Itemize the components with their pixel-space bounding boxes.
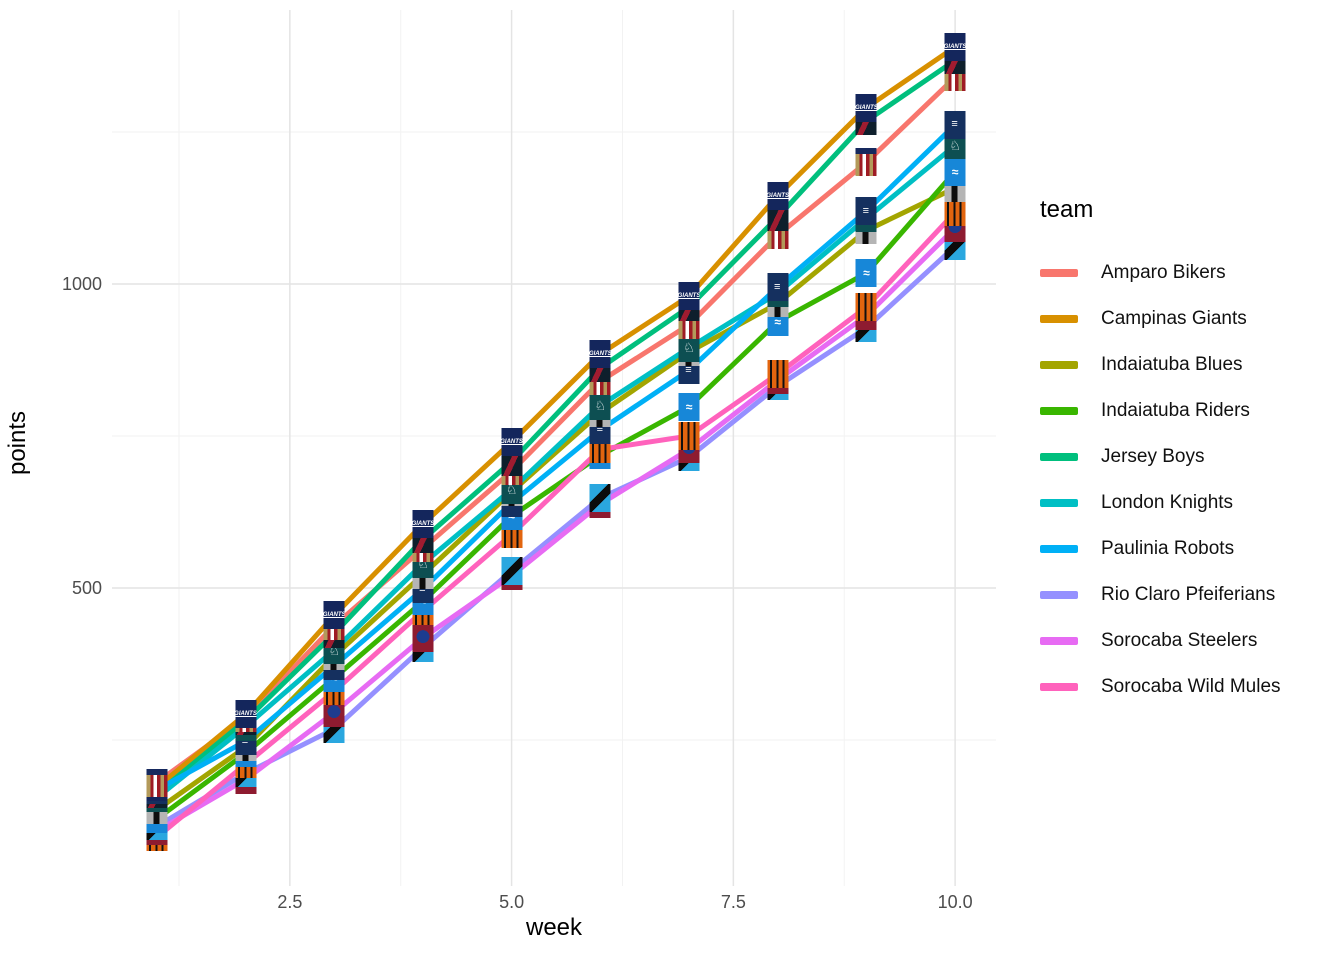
legend-item-london-knights: London Knights [1040, 480, 1281, 526]
series-line-jersey-boys [155, 58, 957, 796]
team-logo-marker-orange-tiger-stripe-logo [767, 359, 789, 388]
legend-item-sorocaba-wild-mules: Sorocaba Wild Mules [1040, 664, 1281, 710]
legend-label: Sorocaba Steelers [1101, 630, 1258, 651]
legend-color-swatch [1040, 545, 1078, 553]
team-logo-marker-navy-wordmark-logo: ≡ [767, 273, 789, 302]
team-logo-marker-crimson-helmet-logo [412, 623, 434, 652]
team-logo-marker-blue-wave-logo: ≈ [678, 392, 700, 421]
team-logo-marker-navy-wordmark-logo: ≡ [855, 197, 877, 226]
x-tick-label: 7.5 [720, 892, 746, 912]
team-logo-marker-striped-kit-logo [855, 148, 877, 177]
legend-title: team [1040, 196, 1094, 223]
team-logo-marker-navy-wordmark-logo: ≡ [944, 110, 966, 139]
y-tick-label: 1000 [61, 274, 102, 294]
legend-item-campinas-giants: Campinas Giants [1040, 296, 1281, 342]
legend-color-swatch [1040, 637, 1078, 645]
legend-entries: Amparo Bikers Campinas Giants Indaiatuba B… [1040, 250, 1281, 710]
team-logo-marker-teal-knight-logo: ♘ [589, 391, 611, 420]
legend-item-jersey-boys: Jersey Boys [1040, 434, 1281, 480]
legend-label: Jersey Boys [1101, 446, 1205, 467]
team-logo-marker-orange-tiger-stripe-logo [944, 198, 966, 227]
x-axis-title: week [525, 914, 583, 941]
legend-item-indaiatuba-blues: Indaiatuba Blues [1040, 342, 1281, 388]
team-logo-marker-orange-tiger-stripe-logo [855, 293, 877, 322]
team-logo-marker-giants-wordmark-logo: GIANTS [501, 428, 523, 457]
legend-color-swatch [1040, 453, 1078, 461]
team-logo-marker-crimson-helmet-logo [323, 698, 345, 727]
legend: team Amparo Bikers Campinas Giants Indaiat… [1040, 196, 1281, 710]
series-line-campinas-giants [155, 44, 957, 790]
team-logo-marker-giants-wordmark-logo: GIANTS [323, 601, 345, 630]
series-line-amparo-bikers [155, 75, 957, 785]
legend-item-indaiatuba-riders: Indaiatuba Riders [1040, 388, 1281, 434]
legend-label: Campinas Giants [1101, 308, 1247, 329]
legend-color-swatch [1040, 361, 1078, 369]
team-logo-marker-giants-wordmark-logo: GIANTS [589, 339, 611, 368]
series-line-sorocaba-steelers [155, 226, 957, 834]
legend-color-swatch [1040, 499, 1078, 507]
legend-label: Rio Claro Pfeiferians [1101, 584, 1276, 605]
legend-color-swatch [1040, 315, 1078, 323]
legend-color-swatch [1040, 683, 1078, 691]
legend-item-paulinia-robots: Paulinia Robots [1040, 526, 1281, 572]
y-tick-label: 500 [71, 578, 102, 598]
team-logo-marker-giants-wordmark-logo: GIANTS [944, 32, 966, 61]
series-line-london-knights [155, 143, 957, 800]
team-logo-marker-cyan-black-diagonal-logo [589, 484, 611, 513]
team-logo-marker-giants-wordmark-logo: GIANTS [678, 282, 700, 311]
legend-label: Amparo Bikers [1101, 262, 1226, 283]
legend-item-rio-claro-pfeiferians: Rio Claro Pfeiferians [1040, 572, 1281, 618]
y-axis-title: points [4, 410, 31, 476]
team-logo-marker-orange-tiger-stripe-logo [678, 422, 700, 450]
legend-label: Indaiatuba Blues [1101, 354, 1243, 375]
team-logo-marker-cyan-black-diagonal-logo [501, 556, 523, 585]
legend-color-swatch [1040, 591, 1078, 599]
x-tick-label: 2.5 [277, 892, 303, 912]
legend-item-amparo-bikers: Amparo Bikers [1040, 250, 1281, 296]
legend-label: London Knights [1101, 492, 1234, 513]
series-line-rio-claro-pfeiferians [155, 244, 957, 829]
legend-label: Sorocaba Wild Mules [1101, 676, 1281, 697]
team-logo-marker-giants-wordmark-logo: GIANTS [855, 93, 877, 122]
team-logo-marker-giants-wordmark-logo: GIANTS [412, 510, 434, 539]
team-logo-marker-teal-knight-logo: ♘ [678, 333, 700, 362]
legend-item-sorocaba-steelers: Sorocaba Steelers [1040, 618, 1281, 664]
series-line-sorocaba-wild-mules [155, 210, 957, 840]
legend-label: Indaiatuba Riders [1101, 400, 1250, 421]
team-logo-marker-blue-wave-logo: ≈ [944, 157, 966, 186]
series-line-indaiatuba-riders [155, 169, 957, 822]
team-logo-marker-navy-red-sash-logo [767, 203, 789, 232]
series-line-paulinia-robots [155, 122, 957, 793]
team-logo-marker-giants-wordmark-logo: GIANTS [235, 700, 256, 729]
legend-label: Paulinia Robots [1101, 538, 1235, 559]
x-tick-label: 10.0 [937, 892, 973, 912]
legend-color-swatch [1040, 269, 1078, 277]
team-logo-marker-giants-wordmark-logo: GIANTS [767, 181, 789, 210]
legend-color-swatch [1040, 407, 1078, 415]
team-logo-marker-blue-wave-logo: ≈ [855, 259, 877, 288]
team-logo-marker-striped-kit-logo [146, 768, 168, 797]
x-tick-label: 5.0 [499, 892, 525, 912]
